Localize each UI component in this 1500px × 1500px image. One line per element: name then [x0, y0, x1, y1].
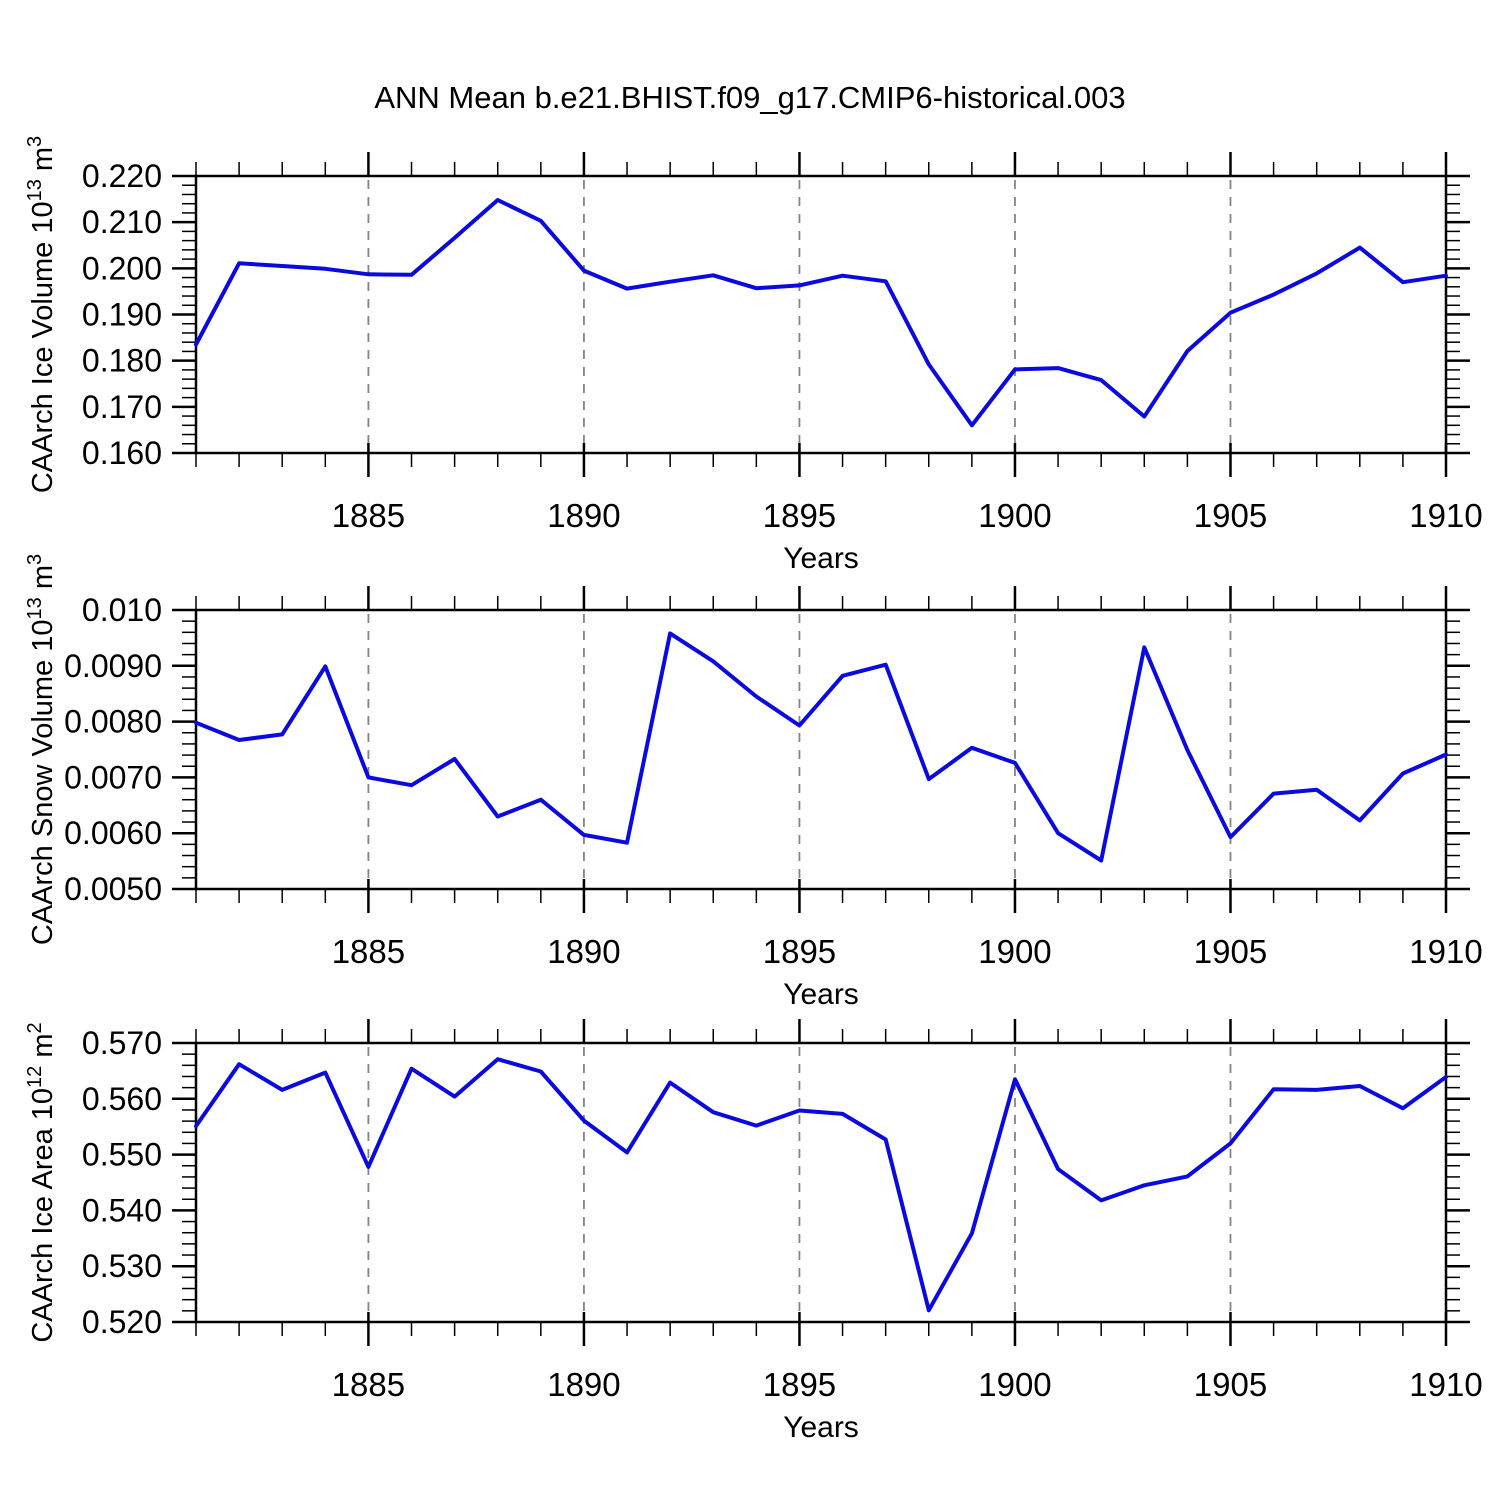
x-tick-label: 1885 [332, 497, 405, 534]
y-tick-label: 0.530 [82, 1248, 162, 1284]
x-tick-label: 1905 [1194, 1366, 1267, 1403]
x-tick-label: 1895 [763, 933, 836, 970]
x-axis-title: Years [783, 1411, 859, 1444]
y-tick-label: 0.570 [82, 1025, 162, 1061]
x-axis-title: Years [783, 978, 859, 1011]
y-tick-label: 0.010 [82, 592, 162, 628]
y-tick-label: 0.160 [82, 435, 162, 471]
series-line-ice-volume [194, 198, 1448, 428]
x-tick-label: 1910 [1409, 1366, 1482, 1403]
x-tick-label: 1885 [332, 933, 405, 970]
x-tick-label: 1900 [978, 497, 1051, 534]
y-tick-label: 0.190 [82, 297, 162, 333]
y-tick-label: 0.180 [82, 343, 162, 379]
plot-frame [194, 1041, 1448, 1324]
plot-frame [194, 174, 1448, 455]
x-tick-label: 1895 [763, 1366, 836, 1403]
y-tick-label: 0.550 [82, 1137, 162, 1173]
y-tick-label: 0.540 [82, 1192, 162, 1228]
plot-frame [194, 608, 1448, 891]
y-tick-label: 0.220 [82, 158, 162, 194]
panel-ice-volume: 1885 1890 1895 1900 1905 1910 0.220 0.210 0.200 0… [24, 136, 1483, 575]
series-line-ice-area [194, 1057, 1448, 1313]
x-tick-label: 1905 [1194, 933, 1267, 970]
y-tick-label: 0.0060 [64, 815, 162, 851]
chart-title: ANN Mean b.e21.BHIST.f09_g17.CMIP6-histo… [374, 80, 1126, 115]
panel-ice-area: 1885 1890 1895 1900 1905 1910 0.570 0.560 0.550 0… [24, 1019, 1483, 1444]
x-tick-label: 1910 [1409, 497, 1482, 534]
y-tick-label: 0.520 [82, 1304, 162, 1340]
x-tick-label: 1905 [1194, 497, 1267, 534]
x-tick-label: 1900 [978, 933, 1051, 970]
series-line-snow-volume [194, 631, 1448, 863]
x-tick-label: 1885 [332, 1366, 405, 1403]
y-axis-title: CAArch Ice Area 1012 m2 [24, 1022, 59, 1342]
y-tick-label: 0.560 [82, 1081, 162, 1117]
x-tick-label: 1890 [547, 497, 620, 534]
x-tick-label: 1900 [978, 1366, 1051, 1403]
x-tick-label: 1910 [1409, 933, 1482, 970]
x-axis-title: Years [783, 542, 859, 575]
y-tick-label: 0.0050 [64, 871, 162, 907]
y-tick-label: 0.0080 [64, 704, 162, 740]
y-tick-label: 0.210 [82, 204, 162, 240]
y-tick-label: 0.200 [82, 250, 162, 286]
panel-snow-volume: 1885 1890 1895 1900 1905 1910 0.010 0.0090 0.008… [24, 554, 1483, 1011]
x-tick-label: 1895 [763, 497, 836, 534]
y-axis-title: CAArch Ice Volume 1013 m3 [24, 136, 59, 493]
y-tick-label: 0.0090 [64, 648, 162, 684]
y-tick-label: 0.0070 [64, 759, 162, 795]
x-tick-label: 1890 [547, 1366, 620, 1403]
y-axis-title: CAArch Snow Volume 1013 m3 [24, 554, 59, 945]
x-tick-label: 1890 [547, 933, 620, 970]
y-tick-label: 0.170 [82, 389, 162, 425]
